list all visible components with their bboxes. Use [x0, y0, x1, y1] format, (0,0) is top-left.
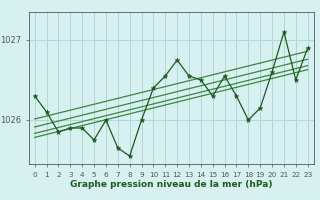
X-axis label: Graphe pression niveau de la mer (hPa): Graphe pression niveau de la mer (hPa)	[70, 180, 272, 189]
